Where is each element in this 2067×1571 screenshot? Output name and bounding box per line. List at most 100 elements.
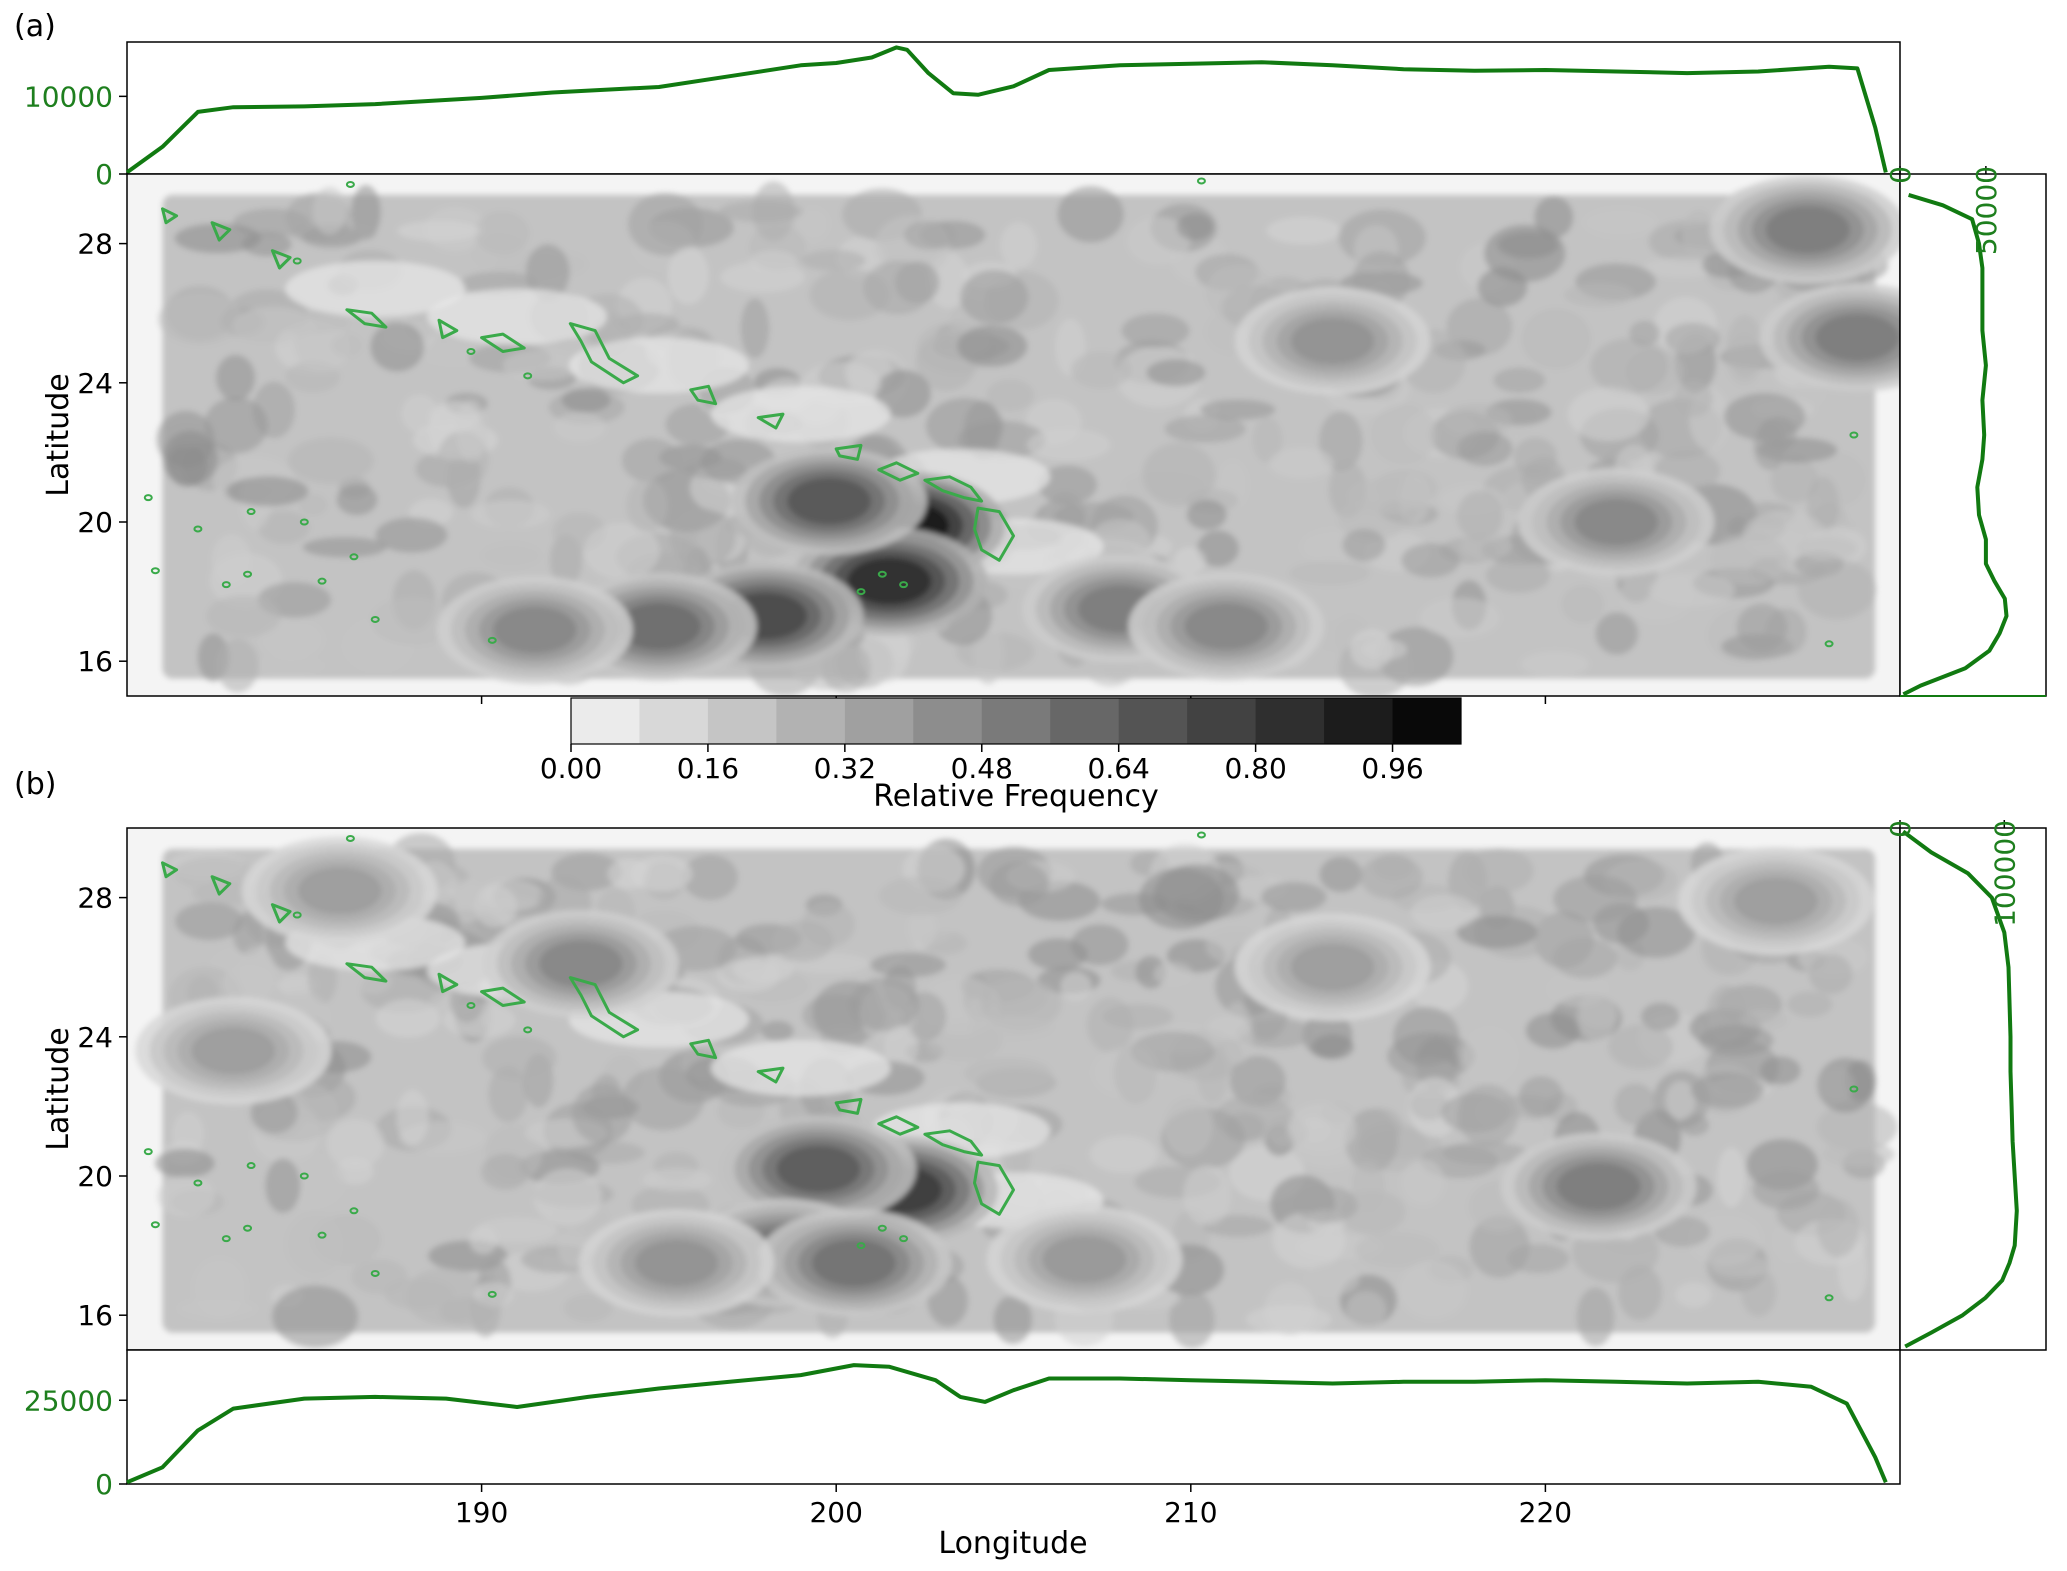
heat-cell (1441, 1093, 1510, 1133)
colorbar-tick-label: 0.32 (814, 752, 876, 785)
heat-cell (563, 1293, 613, 1323)
heat-hotspot (616, 602, 701, 651)
island-contour (210, 221, 232, 242)
heat-cell (479, 879, 545, 912)
colorbar-level (1392, 698, 1462, 744)
heat-cell (1102, 1003, 1174, 1030)
marginal-xtick-label: 0 (1884, 166, 1917, 184)
right-marginal-frame-a (1899, 173, 2047, 697)
heat-cell (630, 855, 693, 892)
ytick-label: 28 (77, 882, 113, 915)
colorbar-level (1255, 698, 1325, 744)
ytick-label: 24 (77, 367, 113, 400)
heat-cell (232, 912, 265, 955)
panel-b: 16 20 24 28 0 100000 0 25000 190 200 210 220 Lat… (24, 820, 2047, 1561)
heat-cell (1595, 612, 1639, 655)
heat-cell (1760, 1056, 1801, 1085)
heat-cell (1360, 638, 1408, 660)
heat-cell (904, 220, 955, 250)
xtick-label: 210 (1164, 1496, 1217, 1529)
marginal-ytick-label: 0 (95, 1468, 113, 1501)
x-ticks-b: 190 200 210 220 (455, 1484, 1572, 1529)
marginal-ytick-label: 0 (95, 158, 113, 191)
heat-cell (533, 1168, 602, 1226)
heat-wake (427, 288, 608, 345)
island-dot (317, 577, 327, 585)
colorbar-level (1324, 698, 1394, 744)
heat-cell (1816, 1102, 1898, 1152)
right-marginal-frame-b (1899, 827, 2047, 1351)
colorbar-level (707, 698, 777, 744)
heat-cell (1026, 428, 1111, 461)
marginal-curve (1901, 829, 2019, 1349)
heat-cell (963, 1057, 1052, 1089)
colorbar-tick-label: 0.00 (540, 752, 602, 785)
heat-cell (1456, 915, 1538, 949)
heat-cell (301, 226, 362, 249)
ytick-label: 20 (77, 1160, 113, 1193)
island-contour (161, 861, 179, 879)
island-dot (243, 1224, 253, 1232)
heat-cell (980, 977, 1062, 1031)
heat-cell (718, 200, 803, 223)
heat-cell (1786, 991, 1833, 1017)
colorbar-frame (570, 697, 1462, 745)
heat-hotspot (1815, 313, 1900, 362)
heat-hotspot (1184, 602, 1269, 651)
heat-cell (1401, 543, 1460, 578)
heat-cell (1126, 216, 1191, 266)
heat-cell (1200, 399, 1276, 420)
island-contour (437, 318, 459, 340)
heat-cell (1822, 1141, 1895, 1168)
island-contour (756, 412, 785, 430)
heat-cell (1679, 1114, 1710, 1136)
heat-cell (1360, 854, 1423, 900)
island-dot (1824, 1294, 1834, 1302)
heat-cell (993, 1295, 1033, 1344)
heat-cell (192, 1257, 248, 1320)
island-contour (834, 443, 863, 461)
heat-cell (1716, 1147, 1746, 1208)
heat-cell (642, 1167, 712, 1192)
heat-cell (1169, 1290, 1215, 1349)
heatmap-b-blobs (135, 833, 1898, 1349)
island-dot (246, 508, 256, 516)
heat-cell (439, 1297, 493, 1326)
heat-cell (1752, 1169, 1820, 1210)
island-dot (487, 636, 497, 644)
island-dot (193, 1179, 203, 1187)
heat-cell (1682, 209, 1716, 259)
colorbar-tick-label: 0.96 (1361, 752, 1423, 785)
heat-hotspot (847, 557, 932, 605)
heatmap-a-blobs (156, 175, 1900, 696)
island-dot (487, 1290, 497, 1298)
heat-cell (1358, 1107, 1403, 1144)
marginal-ytick-label: 10000 (24, 80, 113, 113)
bottom-marginal-b (126, 1363, 1888, 1485)
island-dot (143, 494, 153, 502)
colorbar-level (639, 698, 709, 744)
island-dot (1849, 431, 1859, 439)
heat-cell (206, 595, 281, 638)
island-dot (856, 588, 866, 596)
heat-cell (1561, 584, 1605, 624)
heat-cell (1464, 848, 1534, 894)
island-dot (150, 567, 160, 575)
heat-cell (1641, 1002, 1680, 1031)
heat-cell (158, 293, 243, 346)
heat-cell (883, 1025, 919, 1069)
heat-cell (326, 1118, 385, 1169)
heat-cell (1229, 1055, 1286, 1107)
heat-cell (1518, 1075, 1564, 1117)
heat-cell (870, 952, 946, 978)
heat-cell (336, 484, 378, 516)
heat-hotspot (1556, 1162, 1641, 1211)
heat-cell (370, 596, 457, 646)
island-dot (1196, 177, 1206, 185)
heat-cell (258, 510, 310, 544)
right-marginal-b-ticks: 0 100000 (1884, 820, 2021, 927)
heat-cell (157, 1175, 215, 1217)
island-dot (1849, 1085, 1859, 1093)
island-dot (143, 1148, 153, 1156)
coastline-b (143, 831, 1859, 1302)
